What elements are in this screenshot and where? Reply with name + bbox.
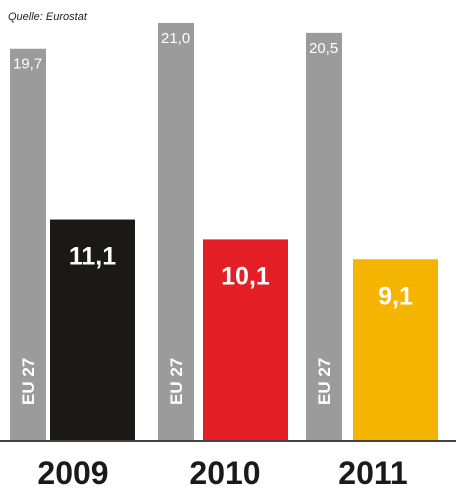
bars-layer [10, 22, 438, 440]
bar-eu27-2010 [158, 22, 194, 440]
eu27-value-label-2010: 21,0 [161, 30, 190, 47]
year-label-2010: 2010 [189, 455, 260, 491]
bar-eu27-2011 [306, 32, 342, 440]
year-label-2011: 2011 [338, 455, 407, 491]
value-label-2010: 10,1 [221, 262, 270, 290]
eu27-value-label-2009: 19,7 [13, 56, 42, 73]
source-note: Quelle: Eurostat [8, 11, 88, 23]
eu27-series-label-2010: EU 27 [167, 358, 186, 405]
bar-eu27-2009 [10, 48, 46, 440]
bar-value-2009 [50, 219, 135, 440]
value-label-2009: 11,1 [69, 243, 116, 271]
value-label-2011: 9,1 [378, 282, 413, 310]
eu27-series-label-2009: EU 27 [19, 358, 38, 405]
eu27-value-label-2011: 20,5 [309, 40, 338, 57]
bar-value-2010 [203, 239, 288, 440]
year-label-2009: 2009 [37, 455, 108, 491]
labels-layer: 19,7 11,1 EU 27 2009 21,0 10,1 EU 27 2010 20,5 9,… [13, 30, 413, 491]
eu27-series-label-2011: EU 27 [315, 358, 334, 405]
bar-value-2011 [353, 259, 438, 440]
